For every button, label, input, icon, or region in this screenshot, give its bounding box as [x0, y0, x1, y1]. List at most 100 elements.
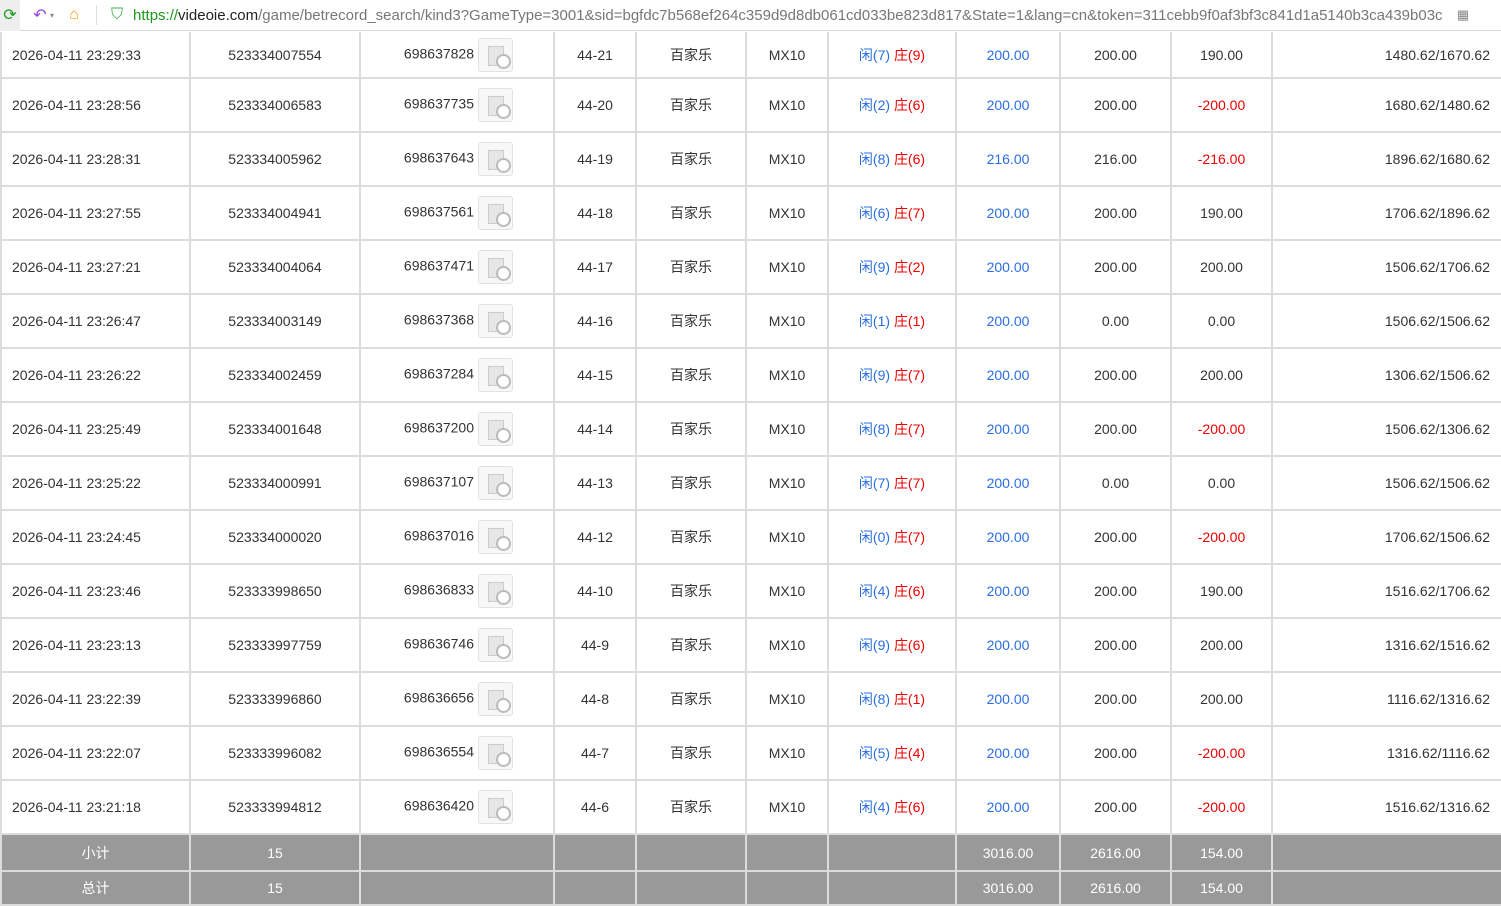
- round: 44-20: [553, 77, 637, 133]
- bet-amount[interactable]: 200.00: [955, 779, 1061, 835]
- subtotal-label: 小计: [0, 833, 191, 872]
- bet-time: 2026-04-11 23:26:47: [0, 293, 191, 349]
- player-result: 闲(8): [858, 421, 891, 437]
- video-replay-icon[interactable]: [478, 466, 513, 500]
- game-type: 百家乐: [635, 509, 747, 565]
- game-id-cell: 698636746: [359, 617, 555, 673]
- qr-code-icon[interactable]: ▦: [1456, 7, 1470, 22]
- game-id-cell: 698637643: [359, 131, 555, 187]
- game-id-cell: 698637016: [359, 509, 555, 565]
- game-type: 百家乐: [635, 131, 747, 187]
- valid-amount: 200.00: [1059, 32, 1172, 79]
- bet-id: 523334003149: [189, 293, 361, 349]
- bet-amount[interactable]: 200.00: [955, 185, 1061, 241]
- bet-amount[interactable]: 200.00: [955, 509, 1061, 565]
- round: 44-18: [553, 185, 637, 241]
- table-row: 2026-04-11 23:24:45 523334000020 6986370…: [0, 509, 1501, 565]
- video-replay-icon[interactable]: [478, 358, 513, 392]
- bet-amount[interactable]: 200.00: [955, 293, 1061, 349]
- bet-id: 523334001648: [189, 401, 361, 457]
- bet-amount[interactable]: 200.00: [955, 671, 1061, 727]
- subtotal-valid: 2616.00: [1059, 833, 1172, 872]
- result-cell: 闲(1) 庄(1): [827, 293, 957, 349]
- valid-amount: 200.00: [1059, 779, 1172, 835]
- table-name: MX10: [745, 185, 829, 241]
- bet-amount[interactable]: 200.00: [955, 239, 1061, 295]
- player-result: 闲(0): [858, 529, 891, 545]
- empty-cell: [359, 833, 555, 872]
- result-cell: 闲(4) 庄(6): [827, 779, 957, 835]
- valid-amount: 0.00: [1059, 293, 1172, 349]
- video-replay-icon[interactable]: [478, 196, 513, 230]
- video-replay-icon[interactable]: [478, 682, 513, 716]
- banker-result: 庄(6): [893, 583, 926, 599]
- game-id: 698637643: [403, 149, 474, 166]
- video-replay-icon[interactable]: [478, 736, 513, 770]
- valid-amount: 200.00: [1059, 239, 1172, 295]
- bet-amount[interactable]: 200.00: [955, 401, 1061, 457]
- game-id: 698637471: [403, 257, 474, 274]
- video-replay-icon[interactable]: [478, 142, 513, 176]
- game-type: 百家乐: [635, 185, 747, 241]
- table-row: 2026-04-11 23:25:22 523334000991 6986371…: [0, 455, 1501, 511]
- round: 44-12: [553, 509, 637, 565]
- result-cell: 闲(7) 庄(7): [827, 455, 957, 511]
- bet-id: 523334005962: [189, 131, 361, 187]
- empty-cell: [635, 870, 747, 906]
- video-replay-icon[interactable]: [478, 37, 513, 72]
- player-result: 闲(9): [858, 367, 891, 383]
- video-replay-icon[interactable]: [478, 88, 513, 122]
- win-loss: 200.00: [1170, 239, 1273, 295]
- bet-id: 523334004941: [189, 185, 361, 241]
- game-id: 698636746: [403, 635, 474, 652]
- bet-amount[interactable]: 200.00: [955, 455, 1061, 511]
- video-replay-icon[interactable]: [478, 574, 513, 608]
- video-replay-icon[interactable]: [478, 304, 513, 338]
- game-id: 698637368: [403, 311, 474, 328]
- home-icon[interactable]: ⌂: [69, 6, 79, 23]
- win-loss: 190.00: [1170, 32, 1273, 79]
- bet-time: 2026-04-11 23:23:13: [0, 617, 191, 673]
- game-id-cell: 698636420: [359, 779, 555, 835]
- total-bet: 3016.00: [955, 870, 1061, 906]
- banker-result: 庄(7): [893, 475, 926, 491]
- game-id: 698637200: [403, 419, 474, 436]
- table-name: MX10: [745, 671, 829, 727]
- table-name: MX10: [745, 347, 829, 403]
- bet-amount[interactable]: 200.00: [955, 32, 1061, 79]
- balance: 1706.62/1896.62: [1271, 185, 1501, 241]
- video-replay-icon[interactable]: [478, 520, 513, 554]
- video-replay-icon[interactable]: [478, 628, 513, 662]
- game-id-cell: 698636554: [359, 725, 555, 781]
- win-loss: 200.00: [1170, 347, 1273, 403]
- result-cell: 闲(7) 庄(9): [827, 32, 957, 79]
- video-replay-icon[interactable]: [478, 412, 513, 446]
- game-type: 百家乐: [635, 671, 747, 727]
- player-result: 闲(2): [858, 97, 891, 113]
- game-id: 698637016: [403, 527, 474, 544]
- game-id: 698636420: [403, 797, 474, 814]
- game-type: 百家乐: [635, 77, 747, 133]
- bet-time: 2026-04-11 23:25:49: [0, 401, 191, 457]
- game-id: 698636554: [403, 743, 474, 760]
- round: 44-19: [553, 131, 637, 187]
- bet-amount[interactable]: 200.00: [955, 77, 1061, 133]
- game-type: 百家乐: [635, 455, 747, 511]
- undo-icon[interactable]: ↶: [33, 7, 47, 24]
- bet-amount[interactable]: 200.00: [955, 347, 1061, 403]
- bet-time: 2026-04-11 23:22:39: [0, 671, 191, 727]
- bet-amount[interactable]: 200.00: [955, 725, 1061, 781]
- address-bar[interactable]: https://videoie.com/game/betrecord_searc…: [133, 7, 1453, 24]
- bet-amount[interactable]: 216.00: [955, 131, 1061, 187]
- refresh-icon[interactable]: ⟳: [0, 0, 20, 31]
- video-replay-icon[interactable]: [478, 250, 513, 284]
- url-scheme: https://: [133, 6, 179, 24]
- bet-amount[interactable]: 200.00: [955, 617, 1061, 673]
- bet-amount[interactable]: 200.00: [955, 563, 1061, 619]
- game-id: 698636656: [403, 689, 474, 706]
- video-replay-icon[interactable]: [478, 790, 513, 824]
- win-loss: 200.00: [1170, 671, 1273, 727]
- empty-cell: [359, 870, 555, 906]
- total-label: 总计: [0, 870, 191, 906]
- undo-dropdown-icon[interactable]: ▾: [50, 10, 55, 20]
